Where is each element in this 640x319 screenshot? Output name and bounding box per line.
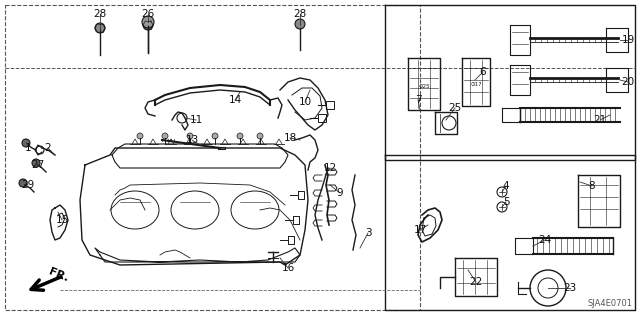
Bar (326, 101, 334, 109)
Circle shape (22, 139, 30, 147)
Circle shape (95, 23, 105, 33)
Circle shape (187, 133, 193, 139)
Text: 9: 9 (337, 188, 343, 198)
Circle shape (137, 133, 143, 139)
Text: 25: 25 (449, 103, 461, 113)
Text: 2: 2 (45, 143, 51, 153)
Text: 13: 13 (186, 135, 198, 145)
Text: 3: 3 (365, 228, 371, 238)
Text: 12: 12 (323, 163, 337, 173)
Circle shape (212, 133, 218, 139)
Text: FR.: FR. (47, 267, 70, 284)
Circle shape (142, 16, 154, 28)
Text: 21: 21 (593, 115, 607, 125)
Circle shape (162, 133, 168, 139)
Circle shape (295, 19, 305, 29)
Circle shape (237, 133, 243, 139)
Text: 27: 27 (31, 160, 45, 170)
Circle shape (32, 159, 40, 167)
Text: 28: 28 (93, 9, 107, 19)
Text: 28: 28 (293, 9, 307, 19)
Text: 1: 1 (25, 143, 31, 153)
Text: 10: 10 (298, 97, 312, 107)
Text: 6: 6 (480, 67, 486, 77)
Text: 24: 24 (538, 235, 552, 245)
Circle shape (257, 133, 263, 139)
Text: 15: 15 (56, 215, 68, 225)
Text: ⊙25: ⊙25 (418, 84, 430, 88)
Text: 19: 19 (621, 35, 635, 45)
Text: 23: 23 (563, 283, 577, 293)
Text: ⊙17: ⊙17 (470, 81, 482, 86)
Text: 16: 16 (282, 263, 294, 273)
Text: 8: 8 (589, 181, 595, 191)
Circle shape (19, 179, 27, 187)
Text: 7: 7 (415, 95, 421, 105)
Text: 18: 18 (284, 133, 296, 143)
Bar (318, 114, 326, 122)
Text: 29: 29 (21, 180, 35, 190)
Text: 14: 14 (228, 95, 242, 105)
Text: SJA4E0701: SJA4E0701 (587, 299, 632, 308)
Circle shape (143, 20, 153, 30)
Text: 5: 5 (502, 197, 509, 207)
Text: 26: 26 (141, 9, 155, 19)
Text: 20: 20 (621, 77, 635, 87)
Text: 4: 4 (502, 181, 509, 191)
Text: 11: 11 (189, 115, 203, 125)
Text: 17: 17 (413, 225, 427, 235)
Text: 22: 22 (469, 277, 483, 287)
